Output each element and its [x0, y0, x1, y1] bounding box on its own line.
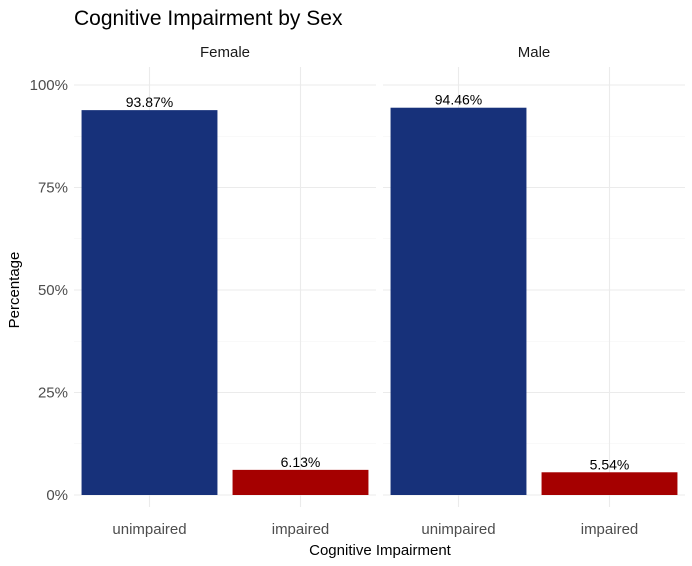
data-label: 5.54% [590, 456, 630, 472]
facet-label: Male [518, 44, 551, 61]
panel-male: Male 94.46% unimpaired 5.54% impaired [383, 44, 685, 538]
data-label: 94.46% [435, 92, 482, 108]
data-label: 6.13% [281, 454, 321, 470]
x-tick-label: impaired [581, 521, 639, 538]
bar-unimpaired [81, 110, 218, 496]
y-tick-label: 25% [38, 385, 68, 402]
x-tick-label: unimpaired [421, 521, 495, 538]
data-label: 93.87% [126, 94, 173, 110]
bar-impaired [541, 472, 678, 495]
y-tick-label: 50% [38, 282, 68, 299]
x-tick-label: impaired [272, 521, 330, 538]
x-axis-title: Cognitive Impairment [309, 542, 452, 559]
bar-unimpaired [390, 107, 527, 496]
y-axis-title: Percentage [6, 252, 23, 329]
chart-title: Cognitive Impairment by Sex [74, 7, 343, 30]
chart-panels: Female 93.87% unimpaired 6.13% impaired Male 9… [74, 44, 685, 538]
y-tick-label: 75% [38, 180, 68, 197]
y-tick-label: 100% [30, 77, 68, 94]
y-tick-label: 0% [46, 487, 68, 504]
x-tick-label: unimpaired [112, 521, 186, 538]
panel-female: Female 93.87% unimpaired 6.13% impaired [74, 44, 376, 538]
bar-impaired [232, 469, 369, 495]
y-axis-ticks: 0% 25% 50% 75% 100% [30, 77, 68, 504]
facet-label: Female [200, 44, 250, 61]
